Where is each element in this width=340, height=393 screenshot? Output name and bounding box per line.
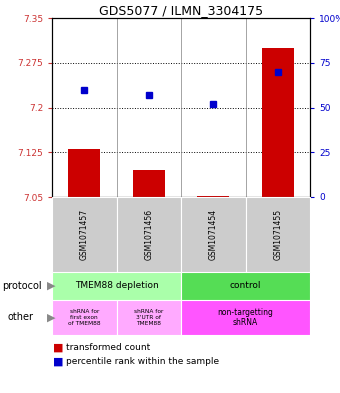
Text: TMEM88 depletion: TMEM88 depletion [74,281,158,290]
Bar [52,197,117,272]
Text: shRNA for
first exon
of TMEM88: shRNA for first exon of TMEM88 [68,309,101,326]
Bar [117,197,181,272]
Bar [117,300,181,335]
Bar [133,170,165,197]
Bar [245,197,310,272]
Text: shRNA for
3'UTR of
TMEM88: shRNA for 3'UTR of TMEM88 [134,309,164,326]
Bar [181,300,310,335]
Bar [52,300,117,335]
Text: GSM1071456: GSM1071456 [144,209,153,260]
Text: control: control [230,281,261,290]
Text: non-targetting
shRNA: non-targetting shRNA [218,308,273,327]
Text: ▶: ▶ [47,281,55,291]
Bar [68,149,100,197]
Text: protocol: protocol [2,281,41,291]
Bar [52,272,181,300]
Bar [197,196,230,197]
Text: other: other [7,312,33,323]
Title: GDS5077 / ILMN_3304175: GDS5077 / ILMN_3304175 [99,4,263,17]
Text: GSM1071455: GSM1071455 [273,209,282,260]
Bar [261,48,294,197]
Bar [181,272,310,300]
Text: ■: ■ [53,357,63,367]
Text: ▶: ▶ [47,312,55,323]
Bar [181,197,245,272]
Text: GSM1071457: GSM1071457 [80,209,89,260]
Text: GSM1071454: GSM1071454 [209,209,218,260]
Text: ■: ■ [53,343,63,353]
Text: percentile rank within the sample: percentile rank within the sample [66,358,219,367]
Text: transformed count: transformed count [66,343,151,353]
